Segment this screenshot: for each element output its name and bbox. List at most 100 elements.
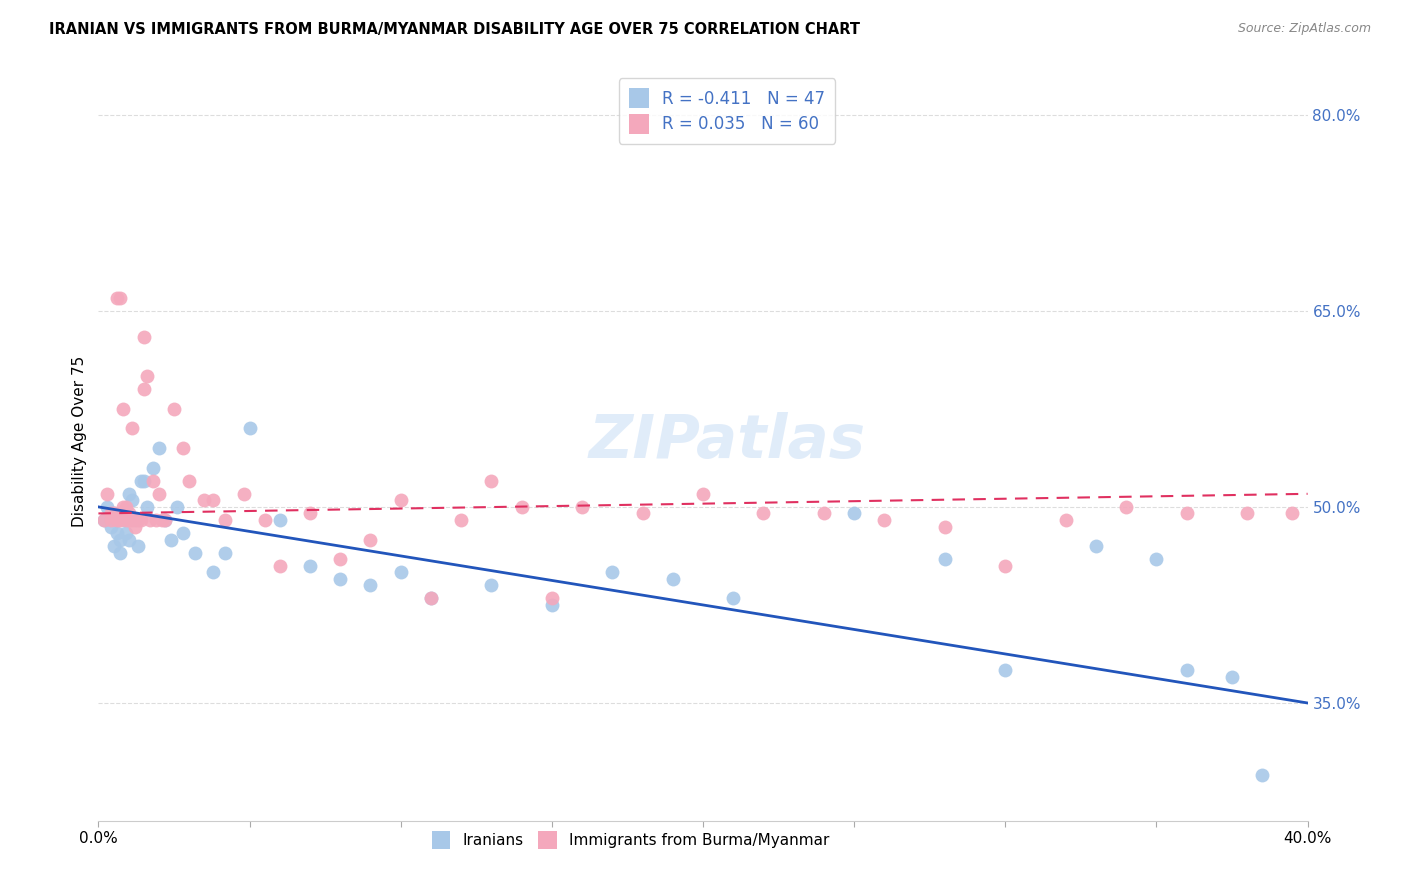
Point <box>121 421 143 435</box>
Point <box>108 533 131 547</box>
Point <box>127 539 149 553</box>
Point <box>202 493 225 508</box>
Point <box>1054 513 1077 527</box>
Point <box>163 401 186 416</box>
Y-axis label: Disability Age Over 75: Disability Age Over 75 <box>72 356 87 527</box>
Point <box>692 487 714 501</box>
Point <box>96 487 118 501</box>
Point <box>253 513 276 527</box>
Point <box>135 369 157 384</box>
Point <box>329 572 352 586</box>
Point <box>142 460 165 475</box>
Point <box>129 513 152 527</box>
Point <box>160 533 183 547</box>
Point <box>121 493 143 508</box>
Point <box>269 513 291 527</box>
Point <box>239 421 262 435</box>
Point <box>121 513 143 527</box>
Point <box>132 330 155 344</box>
Point <box>1281 507 1303 521</box>
Point <box>118 507 141 521</box>
Point <box>481 578 503 592</box>
Point <box>193 493 215 508</box>
Point <box>232 487 254 501</box>
Point <box>118 513 141 527</box>
Point <box>1236 507 1258 521</box>
Point <box>172 526 194 541</box>
Point <box>127 513 149 527</box>
Point <box>93 513 115 527</box>
Point <box>389 493 412 508</box>
Point <box>105 513 128 527</box>
Point <box>114 526 136 541</box>
Legend: Iranians, Immigrants from Burma/Myanmar: Iranians, Immigrants from Burma/Myanmar <box>426 825 835 855</box>
Point <box>111 401 134 416</box>
Point <box>96 500 118 514</box>
Point <box>214 513 236 527</box>
Point <box>100 519 122 533</box>
Point <box>132 474 155 488</box>
Point <box>602 566 624 580</box>
Point <box>93 513 115 527</box>
Point <box>450 513 472 527</box>
Point <box>111 500 134 514</box>
Point <box>114 500 136 514</box>
Point <box>269 558 291 573</box>
Point <box>105 526 128 541</box>
Point <box>299 507 322 521</box>
Point <box>661 572 683 586</box>
Text: ZIPatlas: ZIPatlas <box>589 412 866 471</box>
Point <box>124 513 146 527</box>
Point <box>153 513 176 527</box>
Point <box>994 558 1017 573</box>
Point <box>752 507 775 521</box>
Point <box>420 591 443 606</box>
Point <box>153 513 176 527</box>
Point <box>114 513 136 527</box>
Point <box>118 487 141 501</box>
Point <box>329 552 352 566</box>
Point <box>184 546 207 560</box>
Point <box>103 539 125 553</box>
Point <box>100 507 122 521</box>
Point <box>1175 507 1198 521</box>
Point <box>1175 663 1198 677</box>
Text: Source: ZipAtlas.com: Source: ZipAtlas.com <box>1237 22 1371 36</box>
Point <box>148 487 170 501</box>
Point <box>723 591 745 606</box>
Point <box>202 566 225 580</box>
Point <box>103 507 125 521</box>
Point <box>108 546 131 560</box>
Point <box>934 519 956 533</box>
Point <box>631 507 654 521</box>
Point <box>420 591 443 606</box>
Point <box>124 519 146 533</box>
Point <box>481 474 503 488</box>
Text: IRANIAN VS IMMIGRANTS FROM BURMA/MYANMAR DISABILITY AGE OVER 75 CORRELATION CHAR: IRANIAN VS IMMIGRANTS FROM BURMA/MYANMAR… <box>49 22 860 37</box>
Point <box>105 291 128 305</box>
Point <box>844 507 866 521</box>
Point <box>1220 670 1243 684</box>
Point <box>145 513 167 527</box>
Point <box>142 474 165 488</box>
Point <box>360 578 382 592</box>
Point <box>1144 552 1167 566</box>
Point <box>139 513 162 527</box>
Point <box>108 513 131 527</box>
Point <box>540 598 562 612</box>
Point <box>360 533 382 547</box>
Point <box>111 513 134 527</box>
Point <box>148 441 170 455</box>
Point <box>813 507 835 521</box>
Point <box>108 291 131 305</box>
Point <box>100 513 122 527</box>
Point <box>179 474 201 488</box>
Point <box>135 500 157 514</box>
Point <box>389 566 412 580</box>
Point <box>571 500 593 514</box>
Point <box>166 500 188 514</box>
Point <box>132 382 155 396</box>
Point <box>1251 768 1274 782</box>
Point <box>214 546 236 560</box>
Point <box>1085 539 1108 553</box>
